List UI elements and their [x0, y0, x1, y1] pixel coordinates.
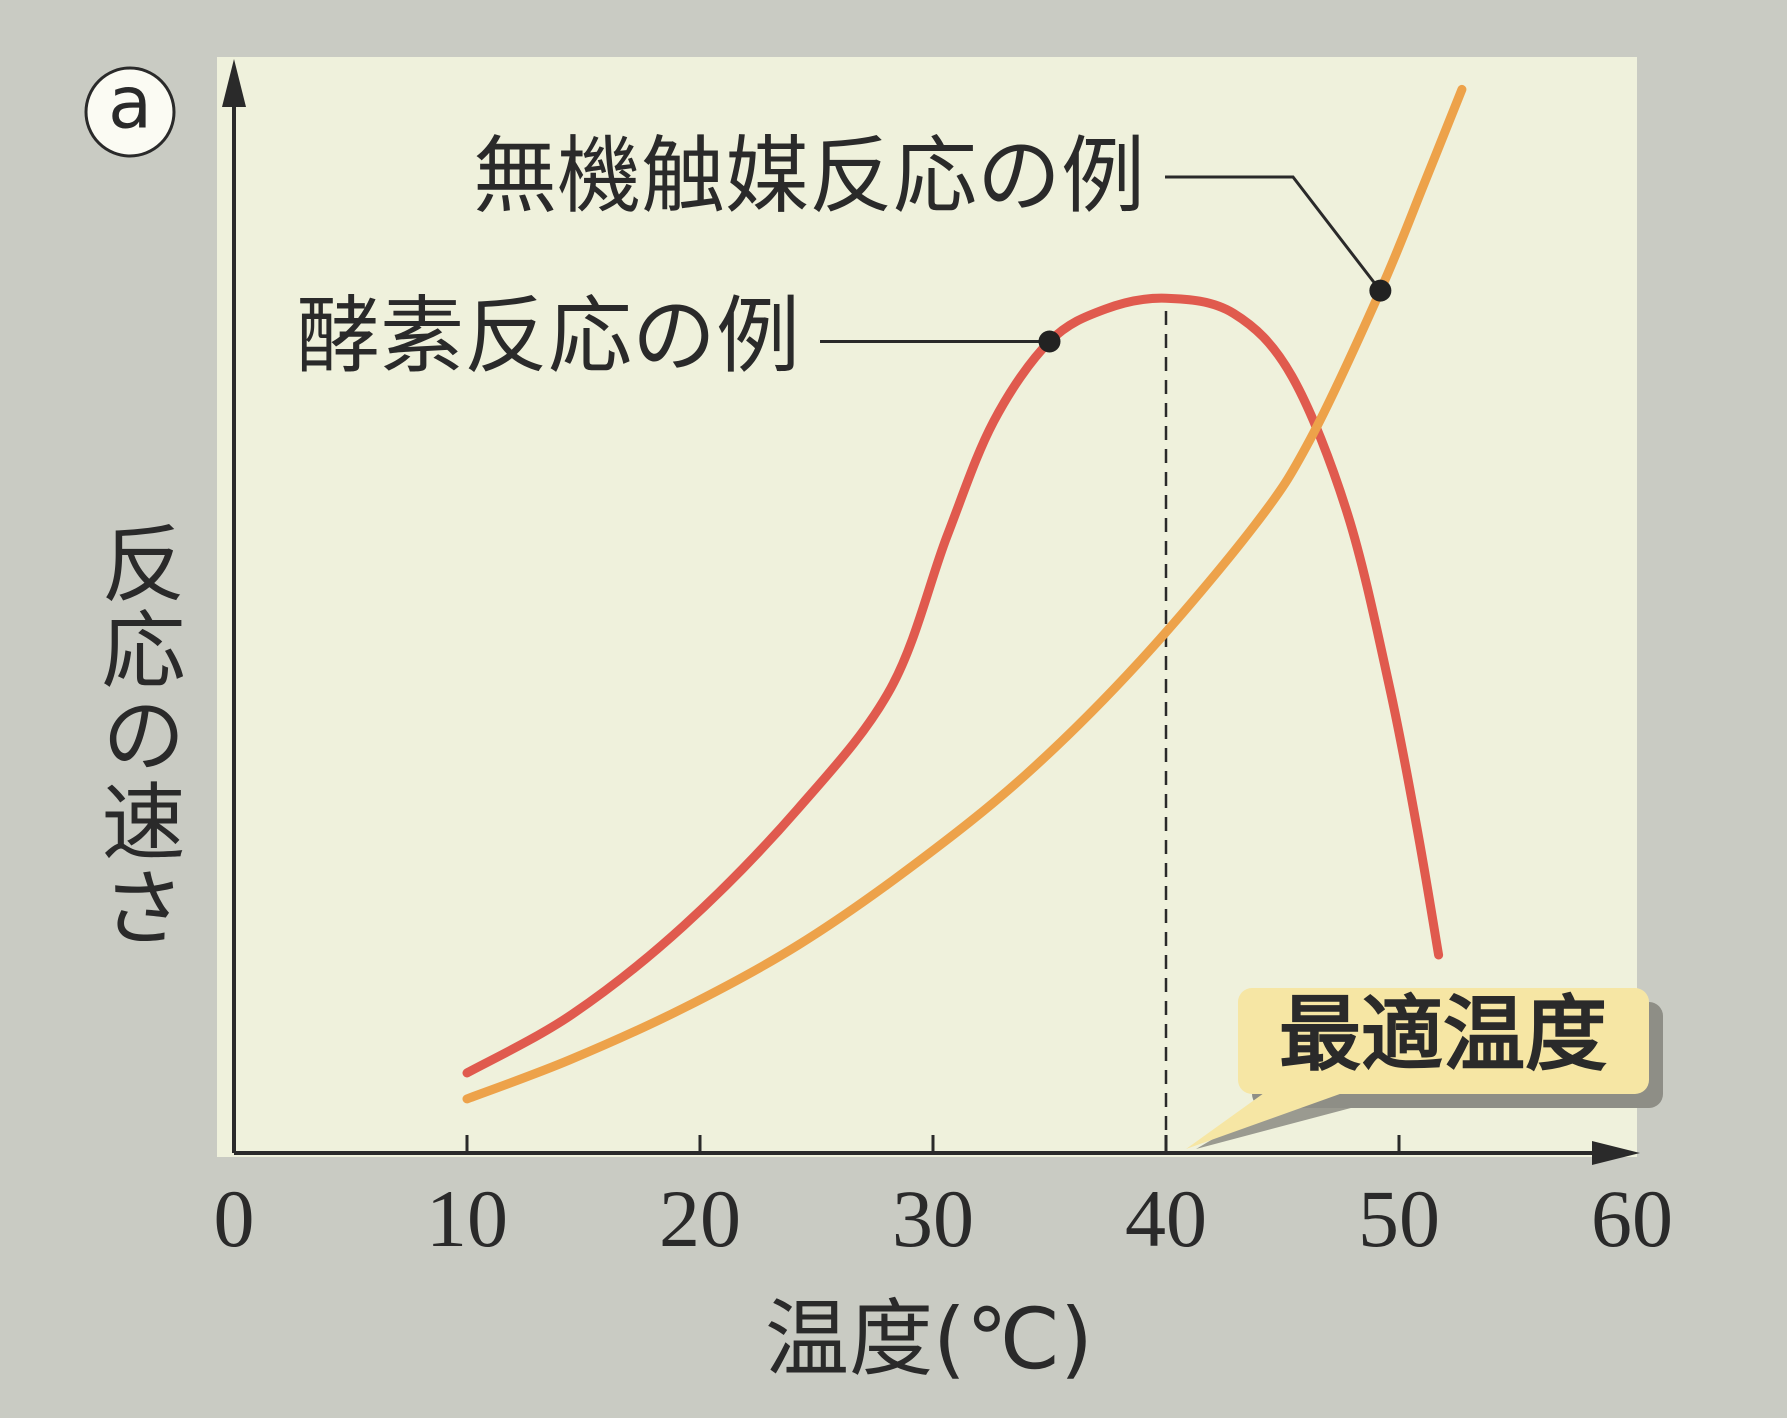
x-tick-label: 0 — [214, 1173, 255, 1264]
x-axis-arrow — [1592, 1141, 1640, 1165]
callout-text: 最適温度 — [1279, 987, 1607, 1082]
x-tick-label: 10 — [426, 1173, 508, 1264]
label-dot — [1038, 330, 1061, 353]
x-tick-label: 20 — [659, 1173, 741, 1264]
series-label: 無機触媒反応の例 — [473, 127, 1145, 225]
x-tick-label: 50 — [1358, 1173, 1440, 1264]
callout-box — [1238, 988, 1649, 1094]
label-dot — [1369, 279, 1392, 302]
callout-pointer — [1186, 1088, 1351, 1149]
y-axis-arrow — [222, 59, 246, 107]
panel-badge — [84, 66, 176, 158]
series-label: 酵素反応の例 — [296, 287, 800, 385]
panel-label: a — [108, 61, 152, 145]
x-axis-label: 温度(℃) — [765, 1290, 1093, 1388]
x-tick-label: 30 — [892, 1173, 974, 1264]
x-tick-label: 40 — [1125, 1173, 1207, 1264]
y-axis-label: 反応の速さ — [88, 520, 186, 950]
callout-shadow — [1196, 1096, 1366, 1149]
data-line — [462, 293, 1444, 1078]
leader-line — [1165, 175, 1382, 292]
x-tick-label: 60 — [1591, 1173, 1673, 1264]
